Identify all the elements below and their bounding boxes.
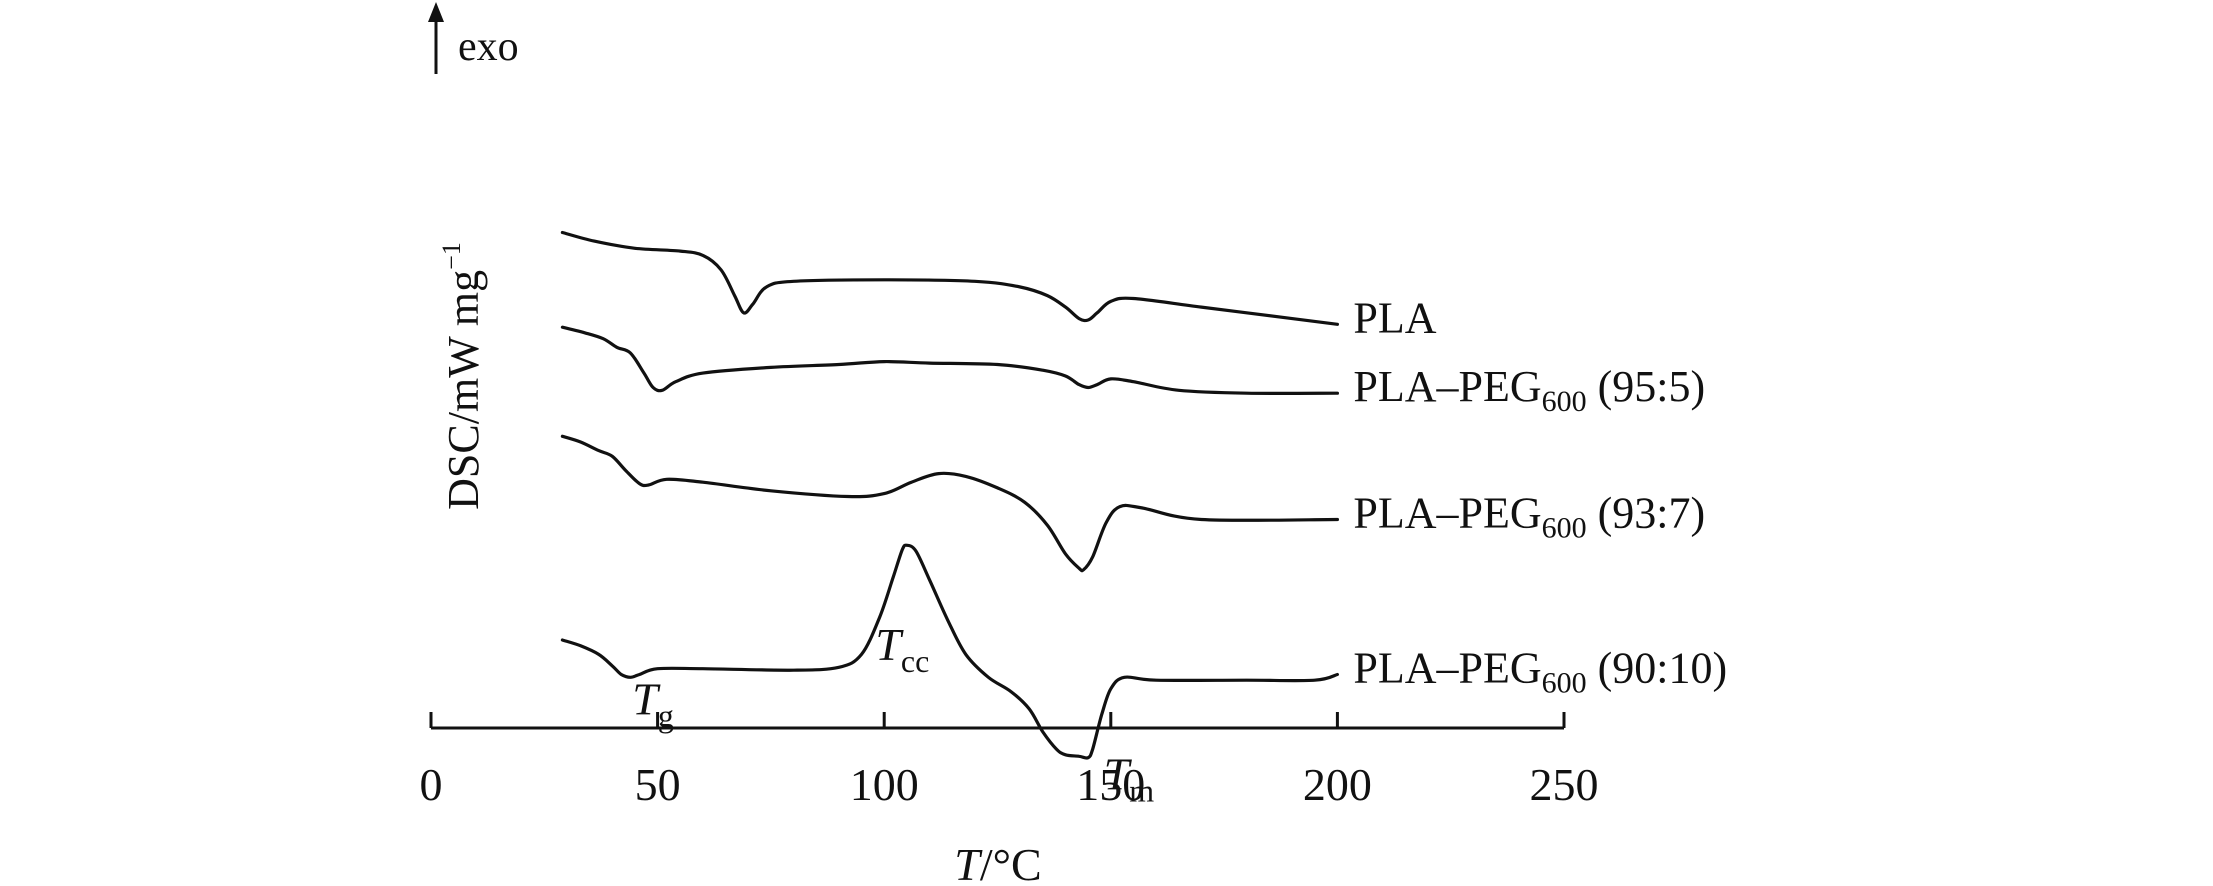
series-label-ratio: (95:5) (1587, 362, 1706, 411)
x-tick-label: 50 (635, 759, 681, 810)
series-label-subscript: 600 (1542, 511, 1587, 544)
x-axis-label-unit: /°C (980, 839, 1042, 886)
series-curve-2 (560, 434, 1339, 573)
x-tick-label: 250 (1530, 759, 1599, 810)
x-tick-label: 100 (850, 759, 919, 810)
series-curve-1 (560, 325, 1339, 396)
series-label-2: PLA–PEG600 (93:7) (1353, 488, 1705, 544)
annotation-cc: Tcc (875, 619, 929, 679)
series-curves (560, 230, 1339, 760)
annotation-subscript: cc (901, 643, 929, 679)
annotation-symbol: T (875, 619, 904, 670)
annotation-subscript: m (1129, 772, 1154, 808)
x-axis-label: T/°C (954, 839, 1041, 886)
series-label-subscript: 600 (1542, 666, 1587, 699)
series-label-name: PLA–PEG (1353, 362, 1541, 411)
series-label-name: PLA–PEG (1353, 643, 1541, 692)
y-axis-label-superscript: −1 (437, 242, 466, 270)
annotation-g: Tg (632, 674, 674, 734)
annotation-subscript: g (658, 698, 674, 734)
x-tick-label: 0 (420, 759, 443, 810)
series-label-ratio: (90:10) (1587, 643, 1728, 692)
series-label-0: PLA (1353, 293, 1436, 342)
series-label-1: PLA–PEG600 (95:5) (1353, 362, 1705, 418)
y-axis-label: DSC/mW mg−1 (437, 242, 488, 510)
annotation-m: Tm (1104, 748, 1155, 808)
annotation-symbol: T (1104, 748, 1133, 799)
x-tick-label: 150 (1076, 759, 1145, 810)
series-label-ratio: (93:7) (1587, 488, 1706, 537)
x-axis-label-italic: T (954, 839, 983, 886)
series-label-3: PLA–PEG600 (90:10) (1353, 643, 1727, 699)
y-axis-label-text: DSC/mW mg (439, 270, 488, 510)
exo-arrow-icon (428, 2, 444, 74)
x-axis-ticks: 0 50 100 150 200 250 (420, 712, 1599, 810)
series-label-name: PLA–PEG (1353, 488, 1541, 537)
series-label-subscript: 600 (1542, 385, 1587, 418)
exo-label: exo (458, 24, 519, 70)
series-label-name: PLA (1353, 293, 1436, 342)
series-curve-3 (560, 543, 1339, 760)
series-curve-0 (560, 230, 1339, 326)
x-tick-label: 200 (1303, 759, 1372, 810)
